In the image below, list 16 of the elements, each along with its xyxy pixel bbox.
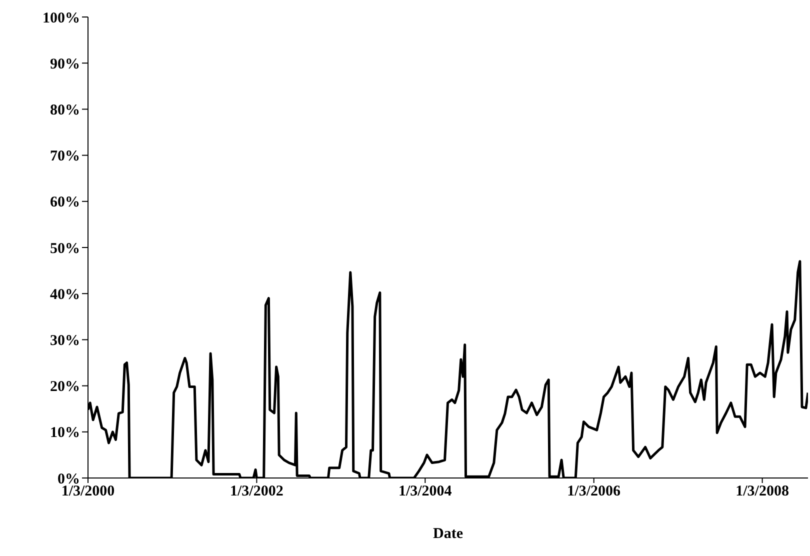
y-tick-label: 90%	[50, 56, 80, 72]
y-tick-label: 30%	[50, 333, 80, 350]
x-tick-label: 1/3/2006	[567, 484, 622, 500]
x-tick-label: 1/3/2004	[398, 484, 452, 500]
y-tick-label: 20%	[50, 379, 80, 396]
x-tick-label: 1/3/2002	[230, 484, 284, 500]
x-tick-label: 1/3/2008	[736, 484, 789, 500]
y-tick-label: 60%	[50, 194, 80, 211]
y-tick-label: 10%	[50, 425, 80, 442]
x-tick-label: 1/3/2000	[61, 484, 115, 500]
y-tick-label: 70%	[50, 148, 80, 165]
y-tick-label: 100%	[42, 10, 80, 26]
y-tick-label: 40%	[50, 286, 80, 303]
y-tick-label: 80%	[50, 102, 80, 119]
y-tick-label: 50%	[50, 240, 80, 257]
x-axis-title: Date	[433, 526, 464, 542]
